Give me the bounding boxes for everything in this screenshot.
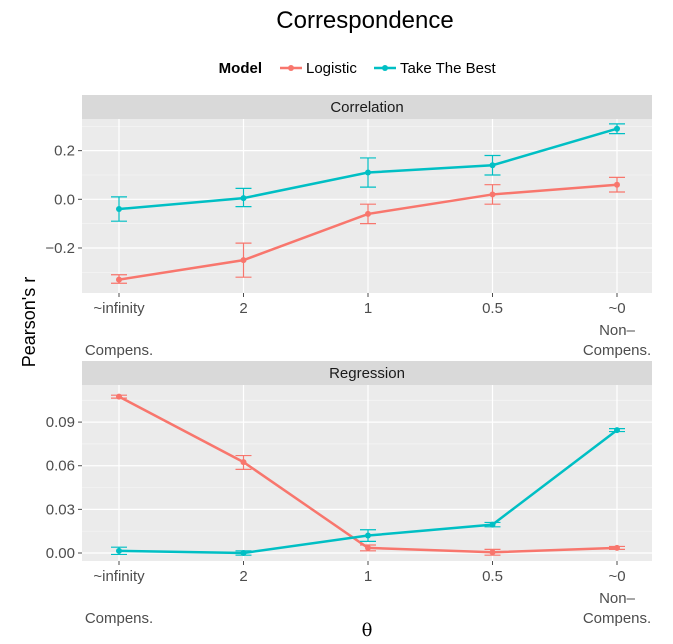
data-point-take-the-best (116, 206, 122, 213)
y-tick-label: 0.03 (46, 501, 75, 518)
y-tick-label: 0.0 (54, 191, 75, 208)
x-tick-label-infinity: ~infinity (93, 568, 145, 585)
x-tick-label-2: 2 (239, 568, 247, 585)
data-point-logistic (489, 549, 496, 556)
data-point-logistic (116, 276, 122, 283)
data-point-take-the-best (240, 195, 247, 202)
panel-regression: Regression 0.00 0.03 0.06 0.09 ~infinity 2 1 0.5… (46, 361, 652, 627)
data-point-logistic (614, 181, 620, 188)
x-sublabel-compens: Compens. (85, 610, 153, 627)
x-sublabel-noncompens: Compens. (583, 610, 651, 627)
data-point-take-the-best (614, 125, 620, 132)
data-point-logistic (240, 459, 247, 466)
data-point-take-the-best (240, 550, 247, 556)
data-point-take-the-best (116, 547, 122, 554)
x-sublabel-compens: Compens. (85, 342, 153, 359)
legend-label-logistic: Logistic (306, 60, 357, 77)
y-tick-label: 0.06 (46, 458, 75, 475)
data-point-logistic (365, 210, 371, 217)
strip-background (82, 95, 652, 119)
y-tick-label: 0.2 (54, 143, 75, 160)
legend: Model Logistic Take The Best (219, 60, 497, 77)
legend-title: Model (219, 60, 262, 77)
x-tick-label-infinity: ~infinity (93, 300, 145, 317)
x-tick-label-zero: ~0 (608, 568, 625, 585)
data-point-logistic (116, 393, 122, 400)
x-axis-label: θ (362, 620, 373, 641)
data-point-take-the-best (365, 532, 371, 539)
data-point-take-the-best (365, 169, 371, 176)
legend-key-dot-take-the-best (382, 65, 388, 71)
y-tick-label: −0.2 (45, 240, 75, 257)
plot-background (82, 385, 652, 561)
strip-label: Correlation (330, 99, 403, 116)
x-tick-label-zero: ~0 (608, 300, 625, 317)
x-tick-label-0-5: 0.5 (482, 300, 503, 317)
y-tick-label: 0.00 (46, 545, 75, 562)
y-tick-label: 0.09 (46, 414, 75, 431)
strip-background (82, 361, 652, 385)
strip-label: Regression (329, 365, 405, 382)
x-tick-label-2: 2 (239, 300, 247, 317)
legend-entry-take-the-best: Take The Best (374, 60, 496, 77)
legend-key-dot-logistic (288, 65, 294, 71)
x-tick-label-1: 1 (364, 568, 372, 585)
x-sublabel-noncompens: Compens. (583, 342, 651, 359)
x-sublabel-non: Non– (599, 322, 636, 339)
data-point-logistic (240, 257, 247, 264)
chart-title: Correspondence (276, 7, 453, 34)
plot-background (82, 119, 652, 293)
legend-label-take-the-best: Take The Best (400, 60, 496, 77)
data-point-take-the-best (489, 162, 496, 169)
data-point-take-the-best (489, 521, 496, 528)
y-axis-label: Pearson's r (19, 277, 39, 367)
data-point-logistic (365, 544, 371, 551)
data-point-take-the-best (614, 427, 620, 434)
panel-correlation: Correlation −0.2 0.0 0.2 ~infinity 2 1 0.5 ~0 Non… (45, 95, 652, 359)
x-sublabel-non: Non– (599, 590, 636, 607)
legend-entry-logistic: Logistic (280, 60, 357, 77)
x-tick-label-0-5: 0.5 (482, 568, 503, 585)
data-point-logistic (489, 191, 496, 198)
x-tick-label-1: 1 (364, 300, 372, 317)
data-point-logistic (614, 544, 620, 551)
